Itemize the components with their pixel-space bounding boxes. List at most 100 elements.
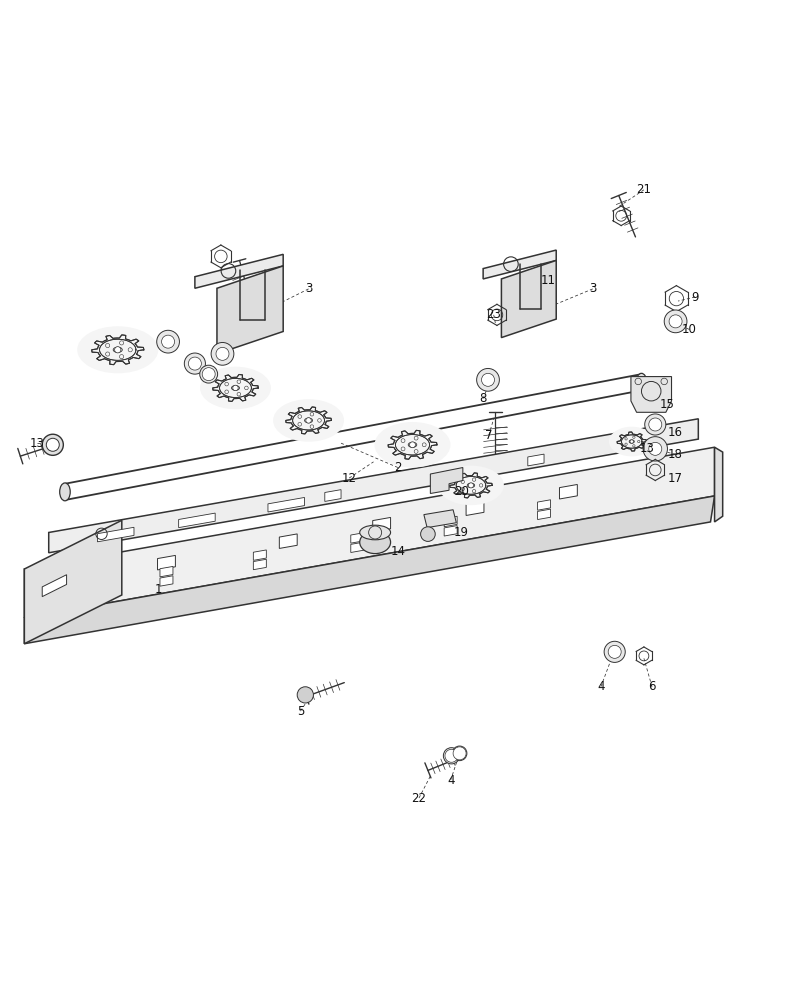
Ellipse shape: [374, 422, 450, 468]
Text: 20: 20: [453, 485, 468, 498]
Ellipse shape: [304, 418, 312, 423]
Polygon shape: [446, 468, 462, 480]
Polygon shape: [372, 517, 390, 532]
Polygon shape: [714, 447, 722, 522]
Ellipse shape: [157, 330, 179, 353]
Ellipse shape: [453, 747, 466, 760]
Circle shape: [306, 418, 311, 423]
Polygon shape: [324, 490, 341, 501]
Polygon shape: [253, 550, 266, 560]
Text: 13: 13: [30, 437, 45, 450]
Text: 18: 18: [667, 448, 682, 461]
Ellipse shape: [188, 357, 201, 370]
Ellipse shape: [42, 434, 63, 455]
Polygon shape: [350, 542, 363, 552]
Text: 10: 10: [681, 323, 696, 336]
Ellipse shape: [608, 427, 654, 456]
Polygon shape: [195, 254, 283, 288]
Polygon shape: [350, 533, 363, 543]
Ellipse shape: [629, 440, 633, 443]
Ellipse shape: [60, 483, 70, 501]
Ellipse shape: [359, 525, 390, 540]
Ellipse shape: [408, 442, 416, 447]
Text: 3: 3: [304, 282, 312, 295]
Polygon shape: [537, 500, 550, 510]
Text: 23: 23: [486, 308, 500, 321]
Ellipse shape: [200, 367, 271, 409]
Text: 5: 5: [296, 705, 304, 718]
Text: 3: 3: [588, 282, 596, 295]
Ellipse shape: [648, 442, 661, 455]
Polygon shape: [24, 496, 714, 644]
Text: 13: 13: [639, 442, 654, 455]
Ellipse shape: [481, 373, 494, 386]
Text: 4: 4: [446, 774, 454, 787]
Ellipse shape: [663, 310, 686, 333]
Ellipse shape: [476, 368, 499, 391]
Text: 9: 9: [690, 291, 698, 304]
Ellipse shape: [46, 438, 59, 451]
Polygon shape: [62, 593, 75, 603]
Circle shape: [468, 483, 473, 488]
Ellipse shape: [452, 746, 466, 761]
Text: 2: 2: [393, 461, 401, 474]
Polygon shape: [64, 572, 82, 586]
Ellipse shape: [636, 373, 646, 391]
Text: 6: 6: [647, 680, 655, 693]
Circle shape: [629, 440, 633, 443]
Ellipse shape: [113, 347, 122, 352]
Text: 17: 17: [667, 472, 682, 485]
Circle shape: [114, 347, 121, 353]
Polygon shape: [160, 576, 173, 586]
Polygon shape: [42, 575, 67, 597]
Ellipse shape: [443, 748, 459, 764]
Ellipse shape: [211, 342, 234, 365]
Ellipse shape: [359, 531, 390, 554]
Circle shape: [233, 385, 238, 391]
Polygon shape: [444, 516, 457, 527]
Ellipse shape: [200, 365, 217, 383]
Polygon shape: [24, 447, 714, 618]
Text: 4: 4: [596, 680, 604, 693]
Polygon shape: [178, 513, 215, 528]
Polygon shape: [466, 501, 483, 515]
Polygon shape: [24, 520, 122, 644]
Polygon shape: [527, 454, 543, 466]
Polygon shape: [630, 377, 671, 412]
Text: 7: 7: [484, 429, 492, 442]
Polygon shape: [253, 559, 266, 570]
Ellipse shape: [231, 386, 239, 390]
Polygon shape: [217, 266, 283, 354]
Circle shape: [409, 442, 415, 448]
Ellipse shape: [77, 326, 158, 373]
Ellipse shape: [216, 347, 229, 360]
Ellipse shape: [202, 368, 215, 381]
Ellipse shape: [161, 335, 174, 348]
Text: 21: 21: [636, 183, 650, 196]
Text: 19: 19: [453, 526, 468, 539]
Circle shape: [420, 527, 435, 541]
Polygon shape: [97, 527, 134, 542]
Polygon shape: [160, 566, 173, 577]
Polygon shape: [279, 534, 297, 548]
Polygon shape: [559, 484, 577, 499]
Ellipse shape: [437, 466, 504, 505]
Polygon shape: [157, 555, 175, 570]
Ellipse shape: [642, 437, 667, 461]
Polygon shape: [268, 497, 304, 512]
Text: 15: 15: [659, 398, 674, 411]
Text: 8: 8: [478, 392, 487, 405]
Polygon shape: [62, 584, 75, 594]
Text: 1: 1: [154, 583, 162, 596]
Ellipse shape: [444, 749, 457, 762]
Circle shape: [297, 687, 313, 703]
Polygon shape: [444, 526, 457, 536]
Ellipse shape: [644, 414, 665, 435]
Text: 22: 22: [411, 792, 426, 805]
Text: 14: 14: [390, 545, 405, 558]
Ellipse shape: [466, 483, 474, 488]
Ellipse shape: [272, 399, 344, 442]
Polygon shape: [483, 250, 556, 279]
Polygon shape: [500, 260, 556, 338]
Ellipse shape: [648, 418, 661, 431]
